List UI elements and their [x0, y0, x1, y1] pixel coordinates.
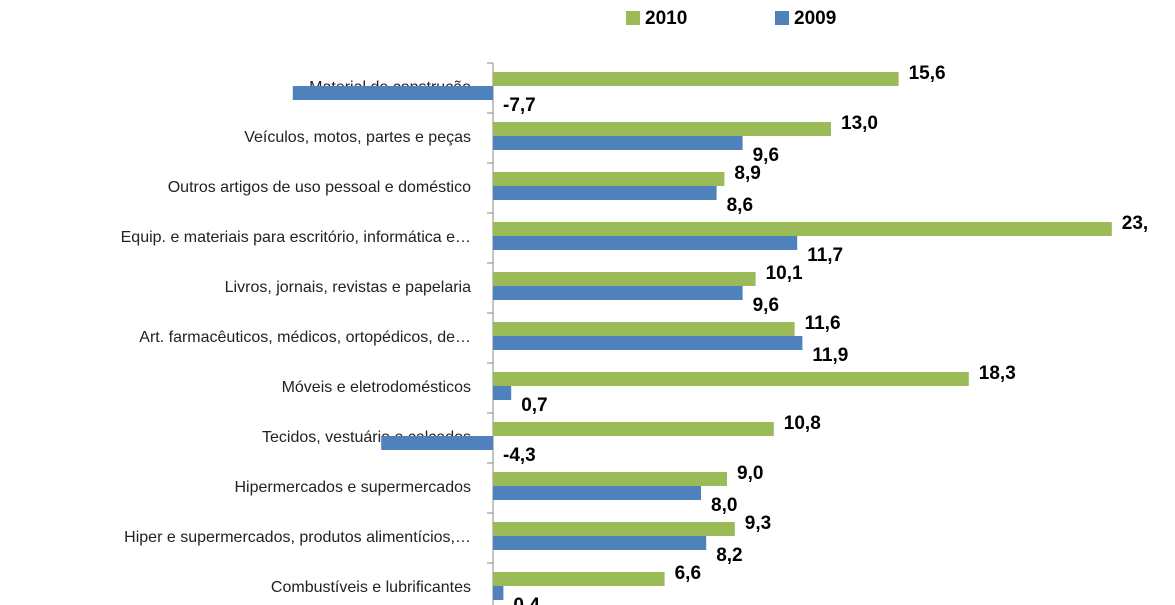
bar — [493, 522, 735, 536]
bar — [493, 336, 803, 350]
bar — [493, 536, 707, 550]
legend-swatch — [626, 11, 640, 25]
value-label: 8,6 — [727, 195, 753, 216]
value-label: 8,0 — [711, 495, 737, 516]
value-label: 9,3 — [745, 513, 771, 534]
legend-label: 2010 — [645, 8, 687, 29]
bar — [493, 286, 743, 300]
value-label: 11,6 — [805, 313, 841, 334]
value-label: 18,3 — [979, 363, 1016, 384]
bar — [493, 72, 899, 86]
bar — [493, 172, 725, 186]
bar — [381, 436, 493, 450]
value-label: 10,8 — [784, 413, 821, 434]
value-label: 9,0 — [737, 463, 763, 484]
bar — [493, 472, 727, 486]
bar — [493, 586, 504, 600]
category-label: Equip. e materiais para escritório, info… — [121, 229, 471, 246]
legend-swatch — [775, 11, 789, 25]
bar — [493, 236, 798, 250]
value-label: 9,6 — [753, 145, 779, 166]
bar — [493, 186, 717, 200]
bar — [493, 122, 831, 136]
value-label: 23, — [1122, 213, 1148, 234]
bar — [493, 572, 665, 586]
legend-label: 2009 — [794, 8, 836, 29]
value-label: 9,6 — [753, 295, 779, 316]
bar — [493, 486, 701, 500]
bar — [493, 136, 743, 150]
value-label: 0,7 — [521, 395, 547, 416]
value-label: 13,0 — [841, 113, 878, 134]
bar — [493, 222, 1112, 236]
value-label: 0,4 — [513, 595, 540, 605]
value-label: 15,6 — [909, 63, 946, 84]
bar — [292, 86, 493, 100]
value-label: 6,6 — [675, 563, 701, 584]
bar — [493, 322, 795, 336]
bar — [493, 386, 512, 400]
category-label: Outros artigos de uso pessoal e doméstic… — [168, 179, 471, 196]
bar — [493, 422, 774, 436]
value-label: 8,2 — [716, 545, 742, 566]
category-label: Combustíveis e lubrificantes — [271, 579, 471, 596]
category-label: Hipermercados e supermercados — [234, 479, 471, 496]
value-label: 8,9 — [734, 163, 760, 184]
category-label: Livros, jornais, revistas e papelaria — [225, 279, 471, 296]
value-label: -7,7 — [503, 95, 536, 116]
value-label: 10,1 — [766, 263, 803, 284]
bar — [493, 372, 969, 386]
value-label: 11,7 — [807, 245, 843, 266]
bar — [493, 272, 756, 286]
category-label: Veículos, motos, partes e peças — [244, 129, 471, 146]
category-label: Móveis e eletrodomésticos — [282, 379, 471, 396]
category-label: Hiper e supermercados, produtos alimentí… — [124, 529, 471, 546]
value-label: -4,3 — [503, 445, 536, 466]
value-label: 11,9 — [812, 345, 848, 366]
category-label: Art. farmacêuticos, médicos, ortopédicos… — [139, 329, 471, 346]
